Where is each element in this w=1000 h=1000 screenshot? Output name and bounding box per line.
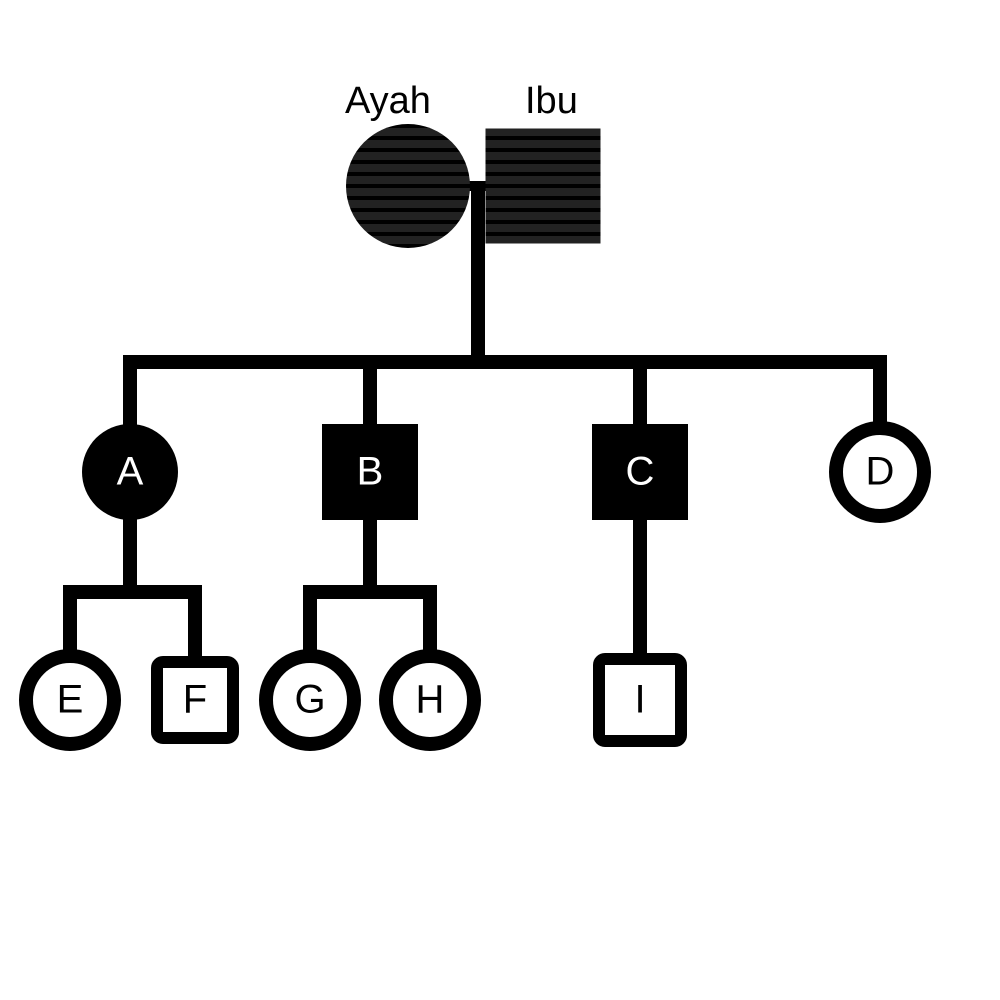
label-ayah: Ayah <box>345 80 431 123</box>
node-label-F: F <box>183 678 207 723</box>
node-ayah <box>346 124 470 248</box>
node-label-G: G <box>294 678 325 723</box>
node-label-I: I <box>634 678 645 723</box>
node-label-C: C <box>626 450 655 495</box>
node-label-E: E <box>57 678 84 723</box>
pedigree-diagram <box>0 0 1000 1000</box>
node-label-H: H <box>416 678 445 723</box>
node-label-B: B <box>357 450 384 495</box>
node-label-D: D <box>866 450 895 495</box>
node-ibu <box>486 129 601 244</box>
label-ibu: Ibu <box>525 80 578 123</box>
node-label-A: A <box>117 450 144 495</box>
